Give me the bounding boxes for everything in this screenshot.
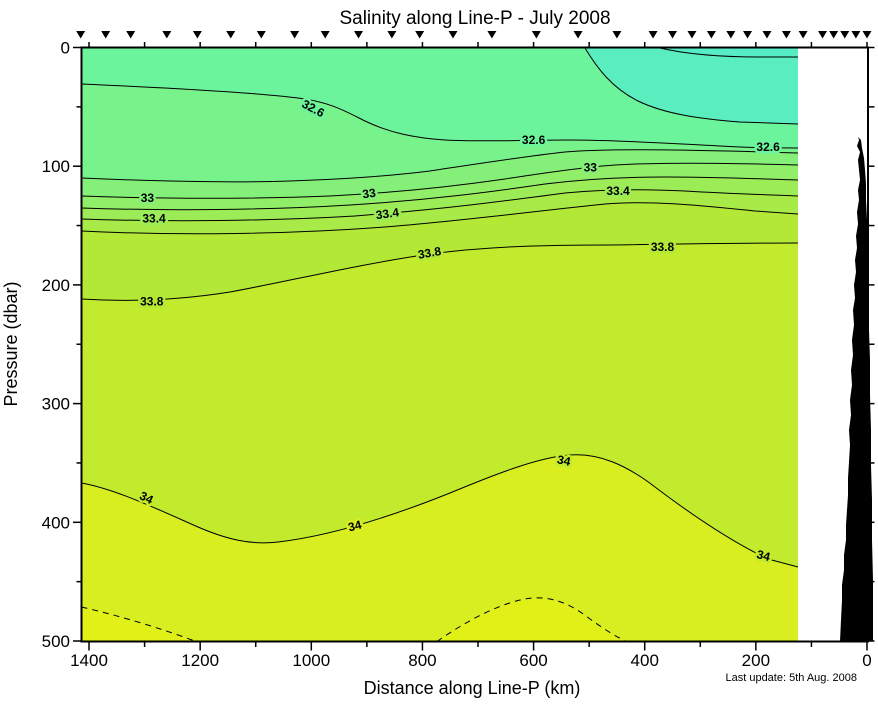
contour-label: 32.6 xyxy=(522,133,546,147)
station-marker-icon xyxy=(573,31,583,39)
contour-33.8 xyxy=(81,242,799,301)
y-tick-label: 400 xyxy=(42,513,70,532)
station-marker-icon xyxy=(706,31,716,39)
y-tick-label: 100 xyxy=(42,157,70,176)
x-tick-label: 1000 xyxy=(292,651,330,670)
station-marker-icon xyxy=(415,31,425,39)
chart-title: Salinity along Line-P - July 2008 xyxy=(339,8,610,29)
y-tick-label: 300 xyxy=(42,395,70,414)
contour-label: 34 xyxy=(556,452,572,469)
contour-label: 33.4 xyxy=(142,211,166,225)
station-marker-icon xyxy=(290,31,300,39)
contour-32.6 xyxy=(81,83,799,149)
contour-label: 33.4 xyxy=(375,205,400,222)
x-tick-label: 200 xyxy=(742,651,770,670)
y-axis-title: Pressure (dbar) xyxy=(1,281,21,406)
contour-label: 33.8 xyxy=(417,244,443,262)
station-marker-icon xyxy=(531,31,541,39)
x-tick-label: 1200 xyxy=(181,651,219,670)
contour-lines xyxy=(81,47,799,642)
contour-label: 33.4 xyxy=(606,184,630,198)
contour-33.6 xyxy=(81,202,799,235)
station-marker-icon xyxy=(354,31,364,39)
station-marker-icon xyxy=(781,31,791,39)
station-marker-icon xyxy=(387,31,397,39)
axes-decorations: 1400 1200 1000 800 600 400 200 0 0 100 200 300 400 50… xyxy=(42,31,875,670)
station-marker-icon xyxy=(829,31,839,39)
band-32.2-32.4 xyxy=(585,48,798,124)
station-marker-icon xyxy=(192,31,202,39)
contour-32.4 xyxy=(584,47,799,125)
station-marker-icon xyxy=(818,31,828,39)
station-marker-icon xyxy=(126,31,136,39)
contour-34.2-dashed-right xyxy=(436,597,627,642)
contour-34.0 xyxy=(81,454,799,568)
contour-33.0 xyxy=(81,162,799,199)
salinity-band-fills xyxy=(81,47,798,642)
station-marker-icon xyxy=(226,31,236,39)
station-marker-icon xyxy=(726,31,736,39)
contour-32.8 xyxy=(81,149,799,183)
station-marker-icon xyxy=(687,31,697,39)
contour-label: 33 xyxy=(584,160,598,174)
station-marker-icon xyxy=(101,31,111,39)
band-lt-32.2 xyxy=(660,48,798,57)
station-marker-icon xyxy=(840,31,850,39)
band-gt-34.2-hump xyxy=(437,597,626,642)
station-marker-icon xyxy=(668,31,678,39)
band-gt-34.2-left xyxy=(81,607,196,642)
y-tick-label: 500 xyxy=(42,632,70,651)
y-tick-label: 0 xyxy=(61,39,70,58)
x-tick-label: 1400 xyxy=(70,651,108,670)
contour-label: 33.8 xyxy=(140,295,164,309)
contour-33.4 xyxy=(81,189,799,222)
x-axis-title: Distance along Line-P (km) xyxy=(364,678,581,698)
station-marker-icon xyxy=(448,31,458,39)
x-tick-label: 600 xyxy=(519,651,547,670)
contour-label: 33 xyxy=(141,191,155,205)
band-34.0-34.2 xyxy=(81,454,798,642)
contour-33.2 xyxy=(81,176,799,211)
contour-label: 32.6 xyxy=(756,140,780,154)
station-marker-icon xyxy=(862,31,872,39)
station-marker-icon xyxy=(851,31,861,39)
station-marker-icon xyxy=(76,31,86,39)
x-tick-label: 800 xyxy=(408,651,436,670)
station-marker-icon xyxy=(743,31,753,39)
station-marker-icon xyxy=(798,31,808,39)
station-marker-icon xyxy=(256,31,266,39)
y-tick-label: 200 xyxy=(42,276,70,295)
contour-label: 33 xyxy=(362,186,377,202)
x-tick-label: 0 xyxy=(862,651,871,670)
contour-label: 33.8 xyxy=(651,240,675,254)
station-marker-icon xyxy=(612,31,622,39)
bathymetry-silhouette xyxy=(840,137,873,642)
station-marker-icon xyxy=(162,31,172,39)
station-marker-icon xyxy=(762,31,772,39)
station-marker-icon xyxy=(320,31,330,39)
station-marker-icon xyxy=(487,31,497,39)
station-marker-icon xyxy=(648,31,658,39)
contour-34.2-dashed-left xyxy=(81,606,197,642)
last-update-note: Last update: 5th Aug. 2008 xyxy=(725,672,857,684)
x-tick-label: 400 xyxy=(631,651,659,670)
contour-32.2 xyxy=(659,47,798,58)
